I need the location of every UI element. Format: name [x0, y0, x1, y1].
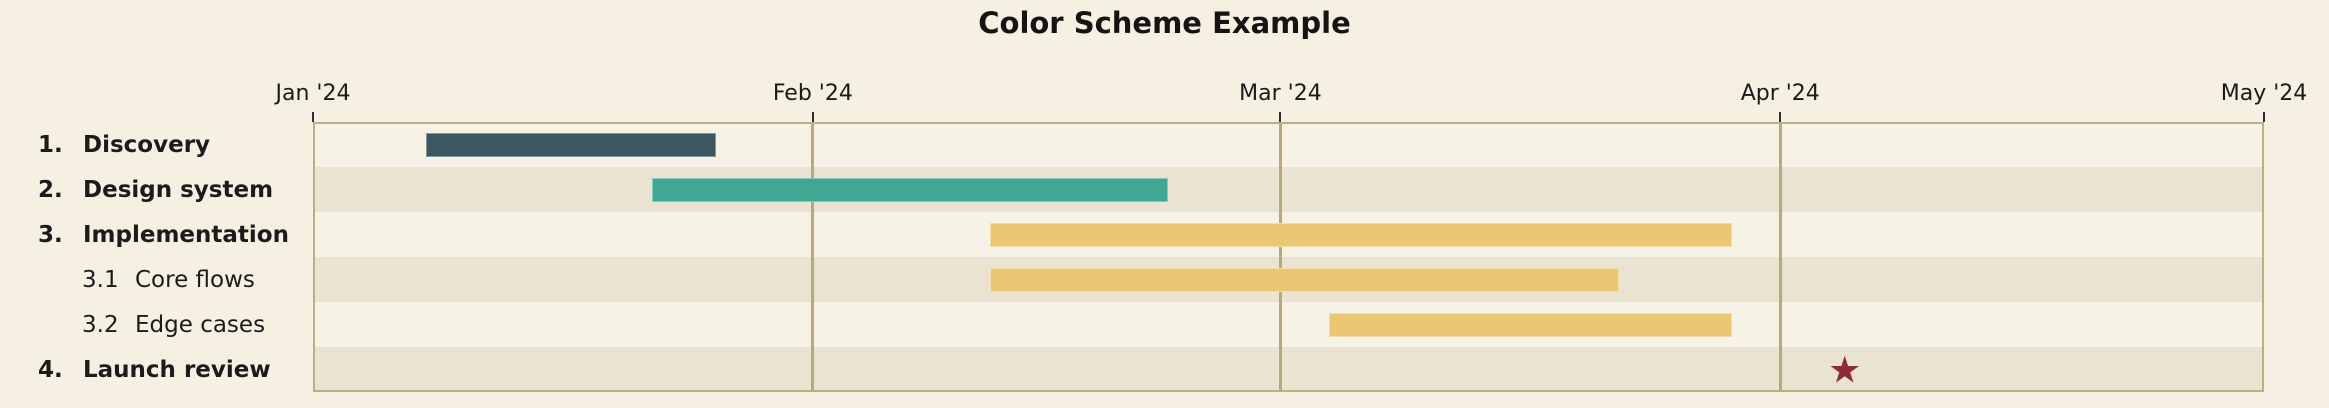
chart-title: Color Scheme Example — [978, 6, 1351, 40]
task-name-core-flows: Core flows — [135, 266, 255, 293]
task-name-launch-review: Launch review — [83, 356, 271, 383]
launch-review-milestone-star: ★ — [1828, 348, 1862, 391]
month-gridline-feb-24 — [811, 122, 815, 392]
x-axis-label-jan-24: Jan '24 — [275, 81, 351, 106]
month-tick-feb-24 — [811, 112, 814, 122]
row-stripe-edge-cases — [313, 302, 2264, 347]
task-name-implementation: Implementation — [83, 221, 289, 248]
x-axis-label-may-24: May '24 — [2220, 81, 2308, 106]
row-stripe-design-system — [313, 167, 2264, 212]
x-axis-label-feb-24: Feb '24 — [772, 81, 853, 106]
month-tick-jan-24 — [312, 112, 314, 122]
task-number-discovery: 1. — [38, 131, 63, 158]
task-label-edge-cases: 3.2 Edge cases — [0, 302, 313, 347]
task-bar-implementation — [990, 222, 1732, 247]
task-label-design-system: 2. Design system — [0, 167, 313, 212]
month-gridline-mar-24 — [1278, 122, 1282, 392]
x-axis-label-apr-24: Apr '24 — [1740, 81, 1820, 106]
plot-border — [313, 122, 2264, 392]
task-bar-edge-cases — [1328, 312, 1732, 337]
task-bar-discovery — [425, 132, 717, 157]
task-label-implementation: 3. Implementation — [0, 212, 313, 257]
plot-area: ★ — [313, 122, 2264, 392]
task-name-edge-cases: Edge cases — [135, 311, 266, 338]
task-number-design-system: 2. — [38, 176, 63, 203]
x-axis-label-mar-24: Mar '24 — [1239, 81, 1322, 106]
task-label-discovery: 1. Discovery — [0, 122, 313, 167]
task-bar-core-flows — [990, 267, 1620, 292]
task-number-implementation: 3. — [38, 221, 63, 248]
month-tick-mar-24 — [1279, 112, 1282, 122]
task-label-core-flows: 3.1 Core flows — [0, 257, 313, 302]
month-gridline-apr-24 — [1778, 122, 1782, 392]
task-name-design-system: Design system — [83, 176, 274, 203]
row-stripe-launch-review — [313, 347, 2264, 392]
task-name-discovery: Discovery — [83, 131, 211, 158]
task-number-edge-cases: 3.2 — [82, 311, 119, 338]
task-number-launch-review: 4. — [38, 356, 63, 383]
task-label-launch-review: 4. Launch review — [0, 347, 313, 392]
month-tick-apr-24 — [1779, 112, 1782, 122]
task-bar-design-system — [651, 177, 1168, 202]
month-tick-may-24 — [2263, 112, 2265, 122]
task-number-core-flows: 3.1 — [82, 266, 119, 293]
